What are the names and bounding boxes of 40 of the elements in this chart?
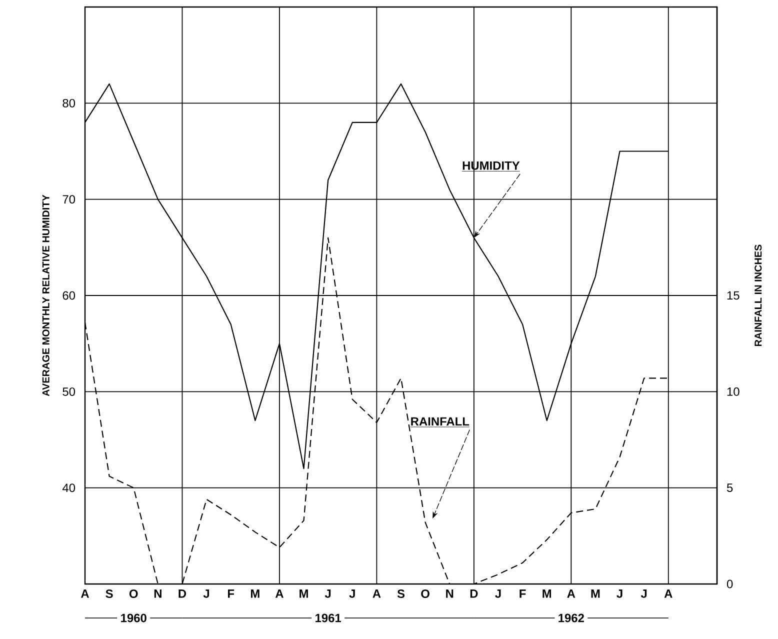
y-tick-label: 60 (62, 291, 76, 300)
y2-tick-label: 15 (727, 291, 740, 300)
y-tick-label: 80 (62, 98, 76, 108)
x-tick-label: M (542, 590, 552, 598)
x-tick-label: J (324, 590, 331, 598)
x-tick-label: F (520, 590, 526, 598)
y2-tick-label: 0 (726, 580, 733, 588)
x-tick-label: A (372, 590, 381, 598)
series-label: RAINFALL (411, 417, 470, 426)
x-tick-label: A (80, 590, 89, 598)
x-tick-label: N (154, 590, 162, 598)
x-tick-label: M (591, 590, 600, 598)
x-tick-label: J (640, 590, 647, 598)
y-tick-label: 40 (62, 484, 76, 492)
y2-tick-label: 5 (726, 484, 733, 492)
y-axis-title: AVERAGE MONTHLY RELATIVE HUMIDITY (42, 194, 50, 396)
y2-tick-label: 10 (727, 387, 740, 396)
x-tick-label: J (495, 590, 501, 598)
text: 1961 (316, 614, 342, 622)
x-tick-label: M (250, 590, 260, 598)
x-tick-label: O (421, 590, 430, 598)
x-tick-label: A (275, 590, 284, 598)
x-tick-label: D (470, 590, 478, 598)
y2-axis-title: RAINFALL IN INCHES (754, 244, 762, 346)
x-tick-label: J (616, 590, 622, 598)
x-tick-label: S (397, 590, 405, 598)
x-tick-label: D (178, 590, 186, 598)
text: 1962 (558, 614, 584, 622)
x-tick-label: A (567, 590, 576, 598)
text: 1960 (121, 614, 146, 622)
x-tick-label: O (129, 590, 138, 598)
y-tick-label: 50 (62, 387, 76, 396)
y-tick-label: 70 (62, 195, 76, 204)
x-tick-label: A (664, 590, 672, 598)
x-tick-label: J (203, 590, 210, 598)
x-tick-label: S (106, 590, 113, 598)
x-tick-label: N (446, 590, 454, 598)
x-tick-label: M (300, 590, 308, 598)
x-tick-label: J (349, 590, 355, 598)
x-tick-label: F (228, 590, 234, 598)
